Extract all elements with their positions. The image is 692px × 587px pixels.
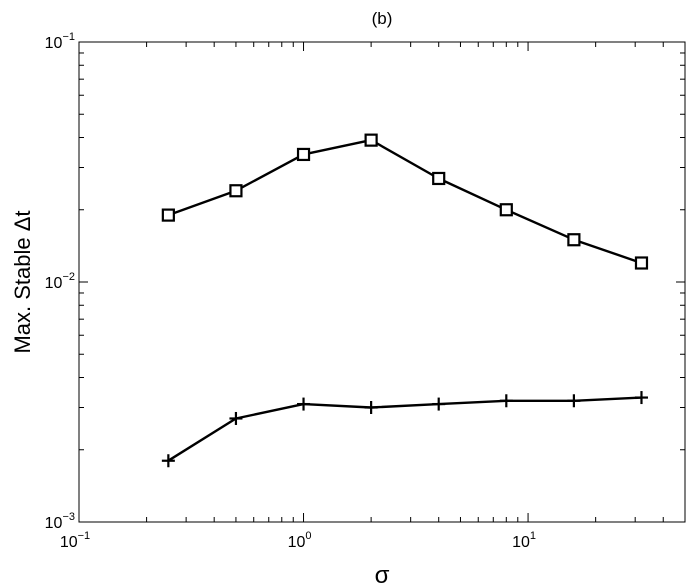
plus-marker bbox=[432, 397, 446, 411]
square-marker bbox=[364, 133, 378, 147]
plus-marker bbox=[364, 400, 378, 414]
plus-marker bbox=[499, 394, 513, 408]
plot-frame bbox=[78, 41, 686, 523]
x-axis-label: σ bbox=[375, 562, 390, 587]
square-marker bbox=[499, 203, 513, 217]
tick-labels: 10−1 100 101 10−3 10−2 10−1 bbox=[45, 31, 536, 551]
square-marker bbox=[296, 147, 311, 162]
series-layer bbox=[161, 133, 649, 468]
plus-marker bbox=[229, 411, 243, 425]
axis-ticks bbox=[78, 41, 686, 523]
y-tick-label: 10−3 bbox=[45, 511, 75, 532]
square-marker bbox=[229, 184, 243, 198]
x-tick-label: 10−1 bbox=[60, 530, 90, 551]
plus-marker bbox=[567, 394, 581, 408]
series-1-square bbox=[161, 133, 649, 270]
x-tick-label: 101 bbox=[512, 530, 536, 551]
series-2-plus bbox=[161, 391, 648, 468]
y-tick-label: 10−2 bbox=[45, 271, 75, 292]
plus-marker bbox=[634, 391, 648, 405]
y-axis-label: Max. Stable Δt bbox=[10, 210, 35, 353]
series-line bbox=[167, 138, 642, 265]
chart-title: (b) bbox=[372, 9, 393, 28]
y-tick-label: 10−1 bbox=[45, 31, 75, 52]
x-tick-label: 100 bbox=[288, 530, 312, 551]
plus-marker bbox=[297, 397, 311, 411]
series-line bbox=[167, 396, 642, 462]
square-marker bbox=[432, 171, 446, 186]
plus-marker bbox=[161, 454, 175, 468]
square-marker bbox=[567, 233, 581, 247]
square-marker bbox=[161, 208, 175, 222]
square-marker bbox=[634, 256, 649, 270]
